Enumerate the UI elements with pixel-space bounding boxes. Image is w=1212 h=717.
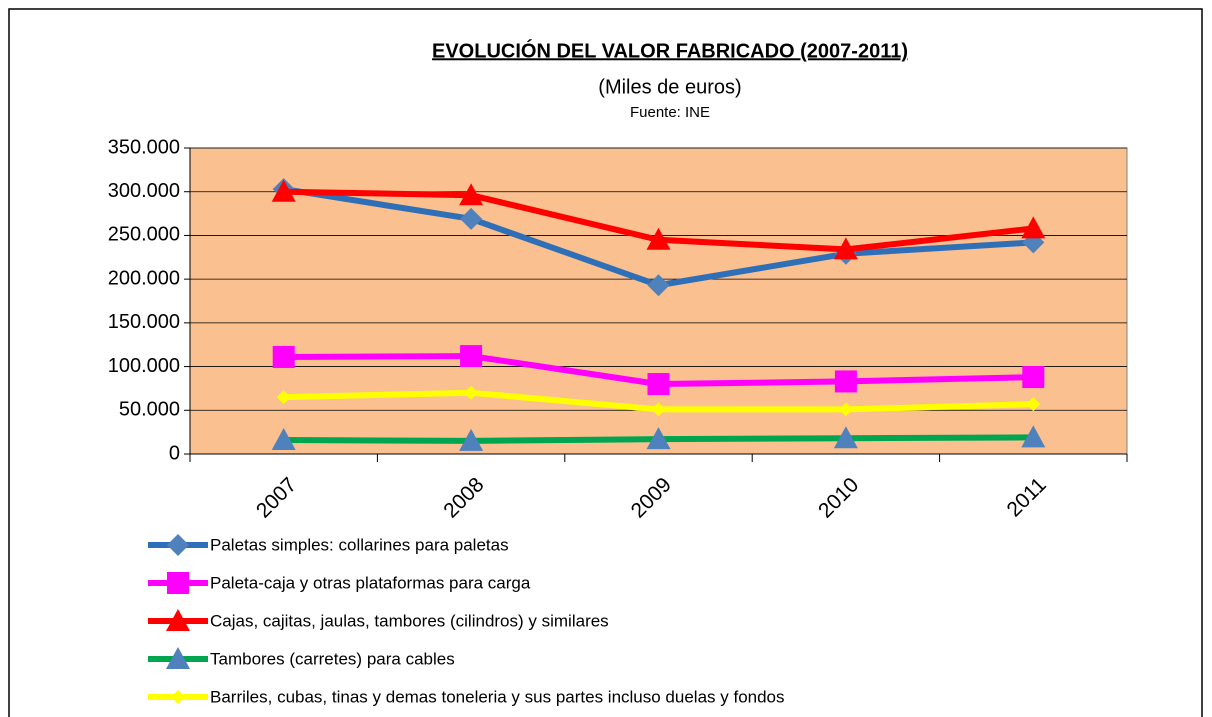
marker bbox=[276, 390, 291, 405]
marker bbox=[1021, 425, 1046, 448]
marker bbox=[271, 428, 296, 451]
marker bbox=[166, 609, 190, 631]
marker bbox=[171, 690, 185, 704]
y-tick-label: 250.000 bbox=[108, 224, 180, 246]
chart-source: Fuente: INE bbox=[630, 104, 710, 121]
marker bbox=[459, 428, 484, 451]
marker bbox=[833, 426, 858, 449]
marker bbox=[459, 183, 484, 206]
chart-title: EVOLUCIÓN DEL VALOR FABRICADO (2007-2011… bbox=[432, 38, 908, 62]
marker bbox=[1021, 216, 1046, 239]
marker bbox=[271, 179, 296, 202]
marker bbox=[464, 385, 479, 400]
marker bbox=[647, 373, 670, 396]
marker bbox=[167, 572, 189, 594]
marker bbox=[460, 207, 483, 230]
marker bbox=[647, 274, 670, 297]
y-tick-label: 350.000 bbox=[108, 136, 180, 158]
legend-label: Paletas simples: collarines para paletas bbox=[210, 535, 509, 554]
marker bbox=[646, 427, 671, 450]
marker bbox=[166, 647, 190, 669]
marker bbox=[646, 227, 671, 250]
marker bbox=[460, 345, 483, 368]
y-tick-label: 50.000 bbox=[119, 399, 180, 421]
y-tick-label: 300.000 bbox=[108, 180, 180, 202]
marker bbox=[838, 402, 853, 417]
legend-label: Cajas, cajitas, jaulas, tambores (cilind… bbox=[210, 611, 609, 630]
marker bbox=[272, 345, 295, 368]
marker bbox=[167, 534, 189, 556]
marker bbox=[1022, 366, 1045, 389]
legend-label: Tambores (carretes) para cables bbox=[210, 649, 455, 668]
marker bbox=[1026, 397, 1041, 412]
y-tick-label: 0 bbox=[169, 442, 180, 464]
legend-label: Paleta-caja y otras plataformas para car… bbox=[210, 573, 531, 592]
marker bbox=[834, 370, 857, 393]
y-tick-label: 150.000 bbox=[108, 311, 180, 333]
y-tick-label: 200.000 bbox=[108, 267, 180, 289]
marker bbox=[651, 402, 666, 417]
marker bbox=[833, 237, 858, 260]
legend-label: Barriles, cubas, tinas y demas toneleria… bbox=[210, 687, 785, 706]
chart-subtitle: (Miles de euros) bbox=[598, 76, 741, 98]
y-tick-label: 100.000 bbox=[108, 355, 180, 377]
